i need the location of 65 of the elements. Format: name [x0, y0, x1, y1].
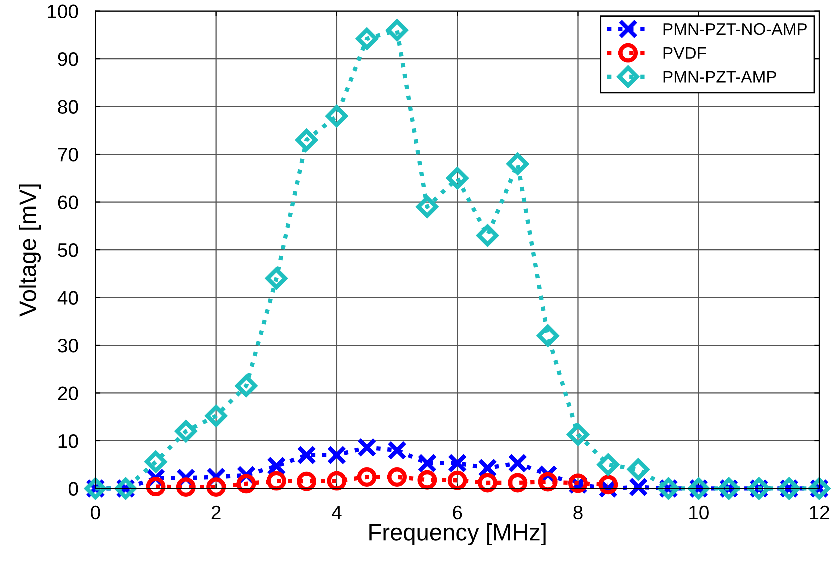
point [597, 454, 620, 476]
y-tick-label: 90 [58, 52, 78, 66]
point [478, 473, 498, 493]
point [327, 446, 347, 466]
point [175, 420, 198, 442]
point [537, 325, 560, 347]
point [508, 473, 528, 493]
y-axis-title: Voltage [mV] [19, 184, 42, 317]
point [508, 454, 528, 474]
y-tick-label: 10 [58, 434, 78, 448]
legend-label: PMN-PZT-NO-AMP [664, 23, 807, 36]
point [628, 478, 648, 498]
y-tick-label: 60 [58, 196, 78, 210]
point [236, 474, 256, 494]
point [567, 424, 590, 446]
point [297, 446, 317, 466]
point [448, 454, 468, 474]
point [628, 458, 650, 481]
legend-label: PMN-PZT-AMP [664, 71, 776, 83]
point [266, 268, 288, 290]
point [266, 456, 286, 476]
point [476, 224, 499, 247]
y-tick-label: 70 [58, 148, 78, 162]
y-tick-label: 50 [58, 243, 78, 258]
point [327, 471, 347, 491]
legend-label: PVDF [664, 47, 706, 59]
point [418, 470, 438, 490]
x-tick-label: 0 [91, 506, 100, 520]
point [418, 454, 438, 474]
x-tick-label: 8 [574, 506, 583, 520]
y-tick-label: 80 [58, 100, 78, 114]
point [386, 19, 408, 42]
point [146, 477, 166, 497]
point [478, 458, 498, 478]
x-tick-label: 2 [212, 506, 221, 520]
point [357, 468, 377, 487]
x-tick-label: 10 [690, 506, 709, 520]
point [416, 196, 438, 218]
y-tick-label: 30 [58, 338, 78, 353]
point [266, 471, 286, 491]
x-axis-title: Frequency [MHz] [370, 524, 546, 546]
y-tick-label: 0 [68, 482, 78, 496]
point [506, 153, 529, 175]
point [145, 451, 167, 473]
point [356, 28, 378, 50]
point [357, 438, 377, 458]
y-tick-label: 20 [58, 386, 78, 400]
y-tick-label: 100 [48, 4, 78, 19]
point [296, 129, 318, 152]
point [206, 478, 226, 498]
point [388, 468, 408, 487]
x-tick-label: 4 [332, 506, 342, 520]
point [446, 167, 469, 190]
point [236, 375, 258, 398]
point [388, 440, 408, 460]
y-tick-label: 40 [58, 291, 78, 305]
point [598, 475, 618, 495]
point [297, 472, 317, 492]
point [176, 478, 196, 498]
x-tick-label: 12 [810, 506, 830, 520]
point [205, 405, 228, 428]
point [326, 105, 348, 128]
point [448, 470, 468, 490]
x-tick-label: 6 [453, 506, 462, 520]
point [538, 472, 558, 492]
